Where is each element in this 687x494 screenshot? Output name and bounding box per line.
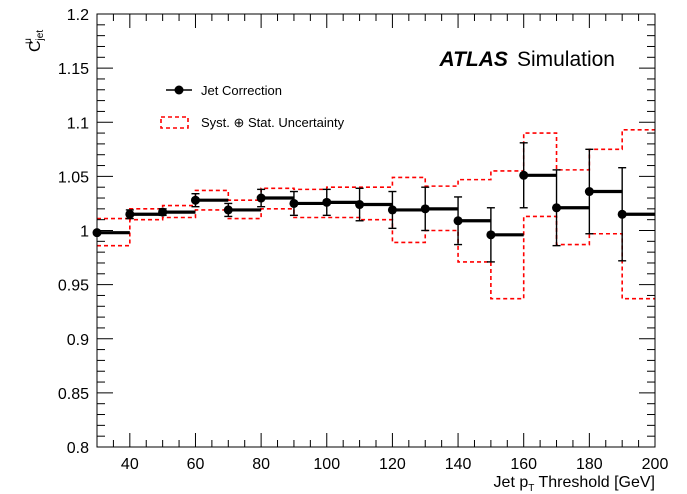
data-point [125,209,163,220]
y-tick-label: 0.85 [58,386,89,403]
plot-frame [96,13,656,448]
x-axis-title-sub: T [528,483,534,494]
data-point [584,148,623,235]
data-point [387,190,426,230]
data-point [552,169,590,247]
point-marker [519,170,529,180]
data-point [420,186,459,232]
band-lower-edge [97,208,655,300]
experiment-label-bold: ATLAS [439,48,508,71]
x-tick-label: 180 [576,456,603,473]
x-tick-label: 120 [379,456,406,473]
data-point [519,142,557,209]
y-axis-title-sup: μ [23,38,34,44]
data-point [256,188,294,208]
y-tick-label: 1 [80,224,89,241]
point-marker [387,205,397,215]
point-marker [289,198,299,208]
point-marker [584,187,594,197]
experiment-label-text: Simulation [517,48,615,71]
point-marker [322,197,332,207]
legend-marker-box [160,116,189,129]
y-tick-label: 1.1 [67,115,89,132]
data-point [190,192,229,208]
x-axis-title-rest: Threshold [GeV] [534,474,655,491]
point-marker [355,200,365,210]
x-tick-label: 160 [510,456,537,473]
data-point [322,188,360,217]
data-point [453,196,491,246]
point-marker [486,230,496,240]
x-tick-label: 140 [445,456,472,473]
y-tick-label: 0.9 [67,332,89,349]
legend-label-jet-correction: Jet Correction [201,83,282,98]
point-marker [223,205,233,215]
y-tick-label: 1.05 [58,169,89,186]
y-tick-label: 1.2 [67,7,89,24]
experiment-label: ATLAS Simulation [439,48,616,71]
y-axis-title: Cjetμ [23,30,46,52]
data-point [158,207,196,217]
point-marker [453,216,463,226]
legend-marker-dot [174,85,184,95]
x-axis-title: Jet pT Threshold [GeV] [494,474,655,494]
x-axis-title-main: Jet p [494,474,529,491]
x-tick-label: 100 [313,456,340,473]
x-tick-label: 40 [121,456,139,473]
point-marker [125,209,135,219]
data-point [617,167,655,262]
data-point [355,187,393,222]
y-axis-title-sub: jet [35,30,46,42]
data-point [289,190,327,217]
y-tick-label: 1.15 [58,61,89,78]
data-point [92,228,130,238]
y-axis-title-main: C [27,40,44,52]
data-point [223,202,262,218]
jet-correction-points [92,142,655,263]
legend-label-uncertainty: Syst. ⊕ Stat. Uncertainty [201,115,345,130]
point-marker [190,195,200,205]
point-marker [617,209,627,219]
legend-entry-uncertainty: Syst. ⊕ Stat. Uncertainty [160,115,345,130]
legend-entry-jet-correction: Jet Correction [166,83,282,98]
axis-ticks: 40 60 80 100 120 140 160 180 200 0.8 0.85 0.9 0.95 1 1… [58,7,669,473]
point-marker [552,203,562,213]
x-tick-label: 80 [252,456,270,473]
x-tick-label: 60 [187,456,205,473]
y-tick-label: 0.8 [67,440,89,457]
x-tick-label: 200 [642,456,669,473]
y-tick-label: 0.95 [58,278,89,295]
legend: Jet Correction Syst. ⊕ Stat. Uncertainty [160,83,345,130]
point-marker [420,204,430,214]
point-marker [256,193,266,203]
data-point [486,207,524,263]
point-marker [158,207,168,217]
uncertainty-bands [97,129,655,300]
